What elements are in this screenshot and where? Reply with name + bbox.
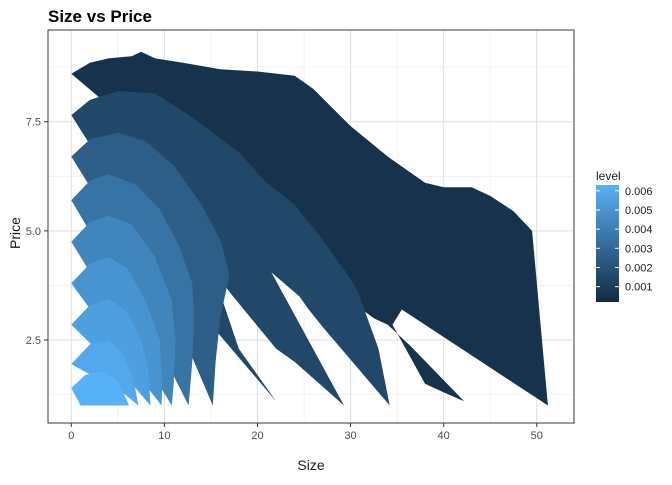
x-tick-label: 20 xyxy=(251,430,263,442)
panel-border xyxy=(47,29,575,424)
legend-tick-label: 0.002 xyxy=(625,262,653,274)
level-areas xyxy=(71,51,548,406)
y-axis-title: Price xyxy=(7,217,23,249)
x-tick-label: 50 xyxy=(531,430,543,442)
x-tick-label: 30 xyxy=(344,430,356,442)
x-tick-label: 40 xyxy=(438,430,450,442)
y-tick-label: 2.5 xyxy=(26,335,41,347)
legend-tick-label: 0.004 xyxy=(625,224,653,236)
legend: level 0.001 0.002 0.003 0.004 0.005 0.006 xyxy=(596,169,653,302)
legend-colorbar xyxy=(596,185,619,302)
x-tick-label: 10 xyxy=(158,430,170,442)
legend-tick-label: 0.003 xyxy=(625,243,653,255)
chart-title: Size vs Price xyxy=(48,7,152,26)
legend-tick-label: 0.006 xyxy=(625,186,653,198)
level-area-9 xyxy=(71,370,129,406)
x-tick-label: 0 xyxy=(68,430,74,442)
y-tick-label: 7.5 xyxy=(26,117,41,129)
x-axis-title: Size xyxy=(297,457,324,473)
axes: 0 10 20 30 40 50 2.5 5.0 7.5 xyxy=(26,117,543,442)
legend-tick-label: 0.001 xyxy=(625,282,653,294)
legend-ticks: 0.001 0.002 0.003 0.004 0.005 0.006 xyxy=(596,186,653,294)
legend-title: level xyxy=(596,169,621,183)
legend-tick-label: 0.005 xyxy=(625,205,653,217)
y-tick-label: 5.0 xyxy=(26,226,41,238)
